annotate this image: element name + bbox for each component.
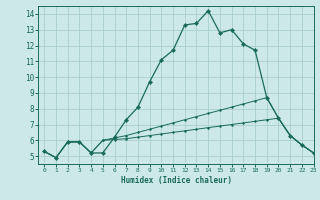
- X-axis label: Humidex (Indice chaleur): Humidex (Indice chaleur): [121, 176, 231, 185]
